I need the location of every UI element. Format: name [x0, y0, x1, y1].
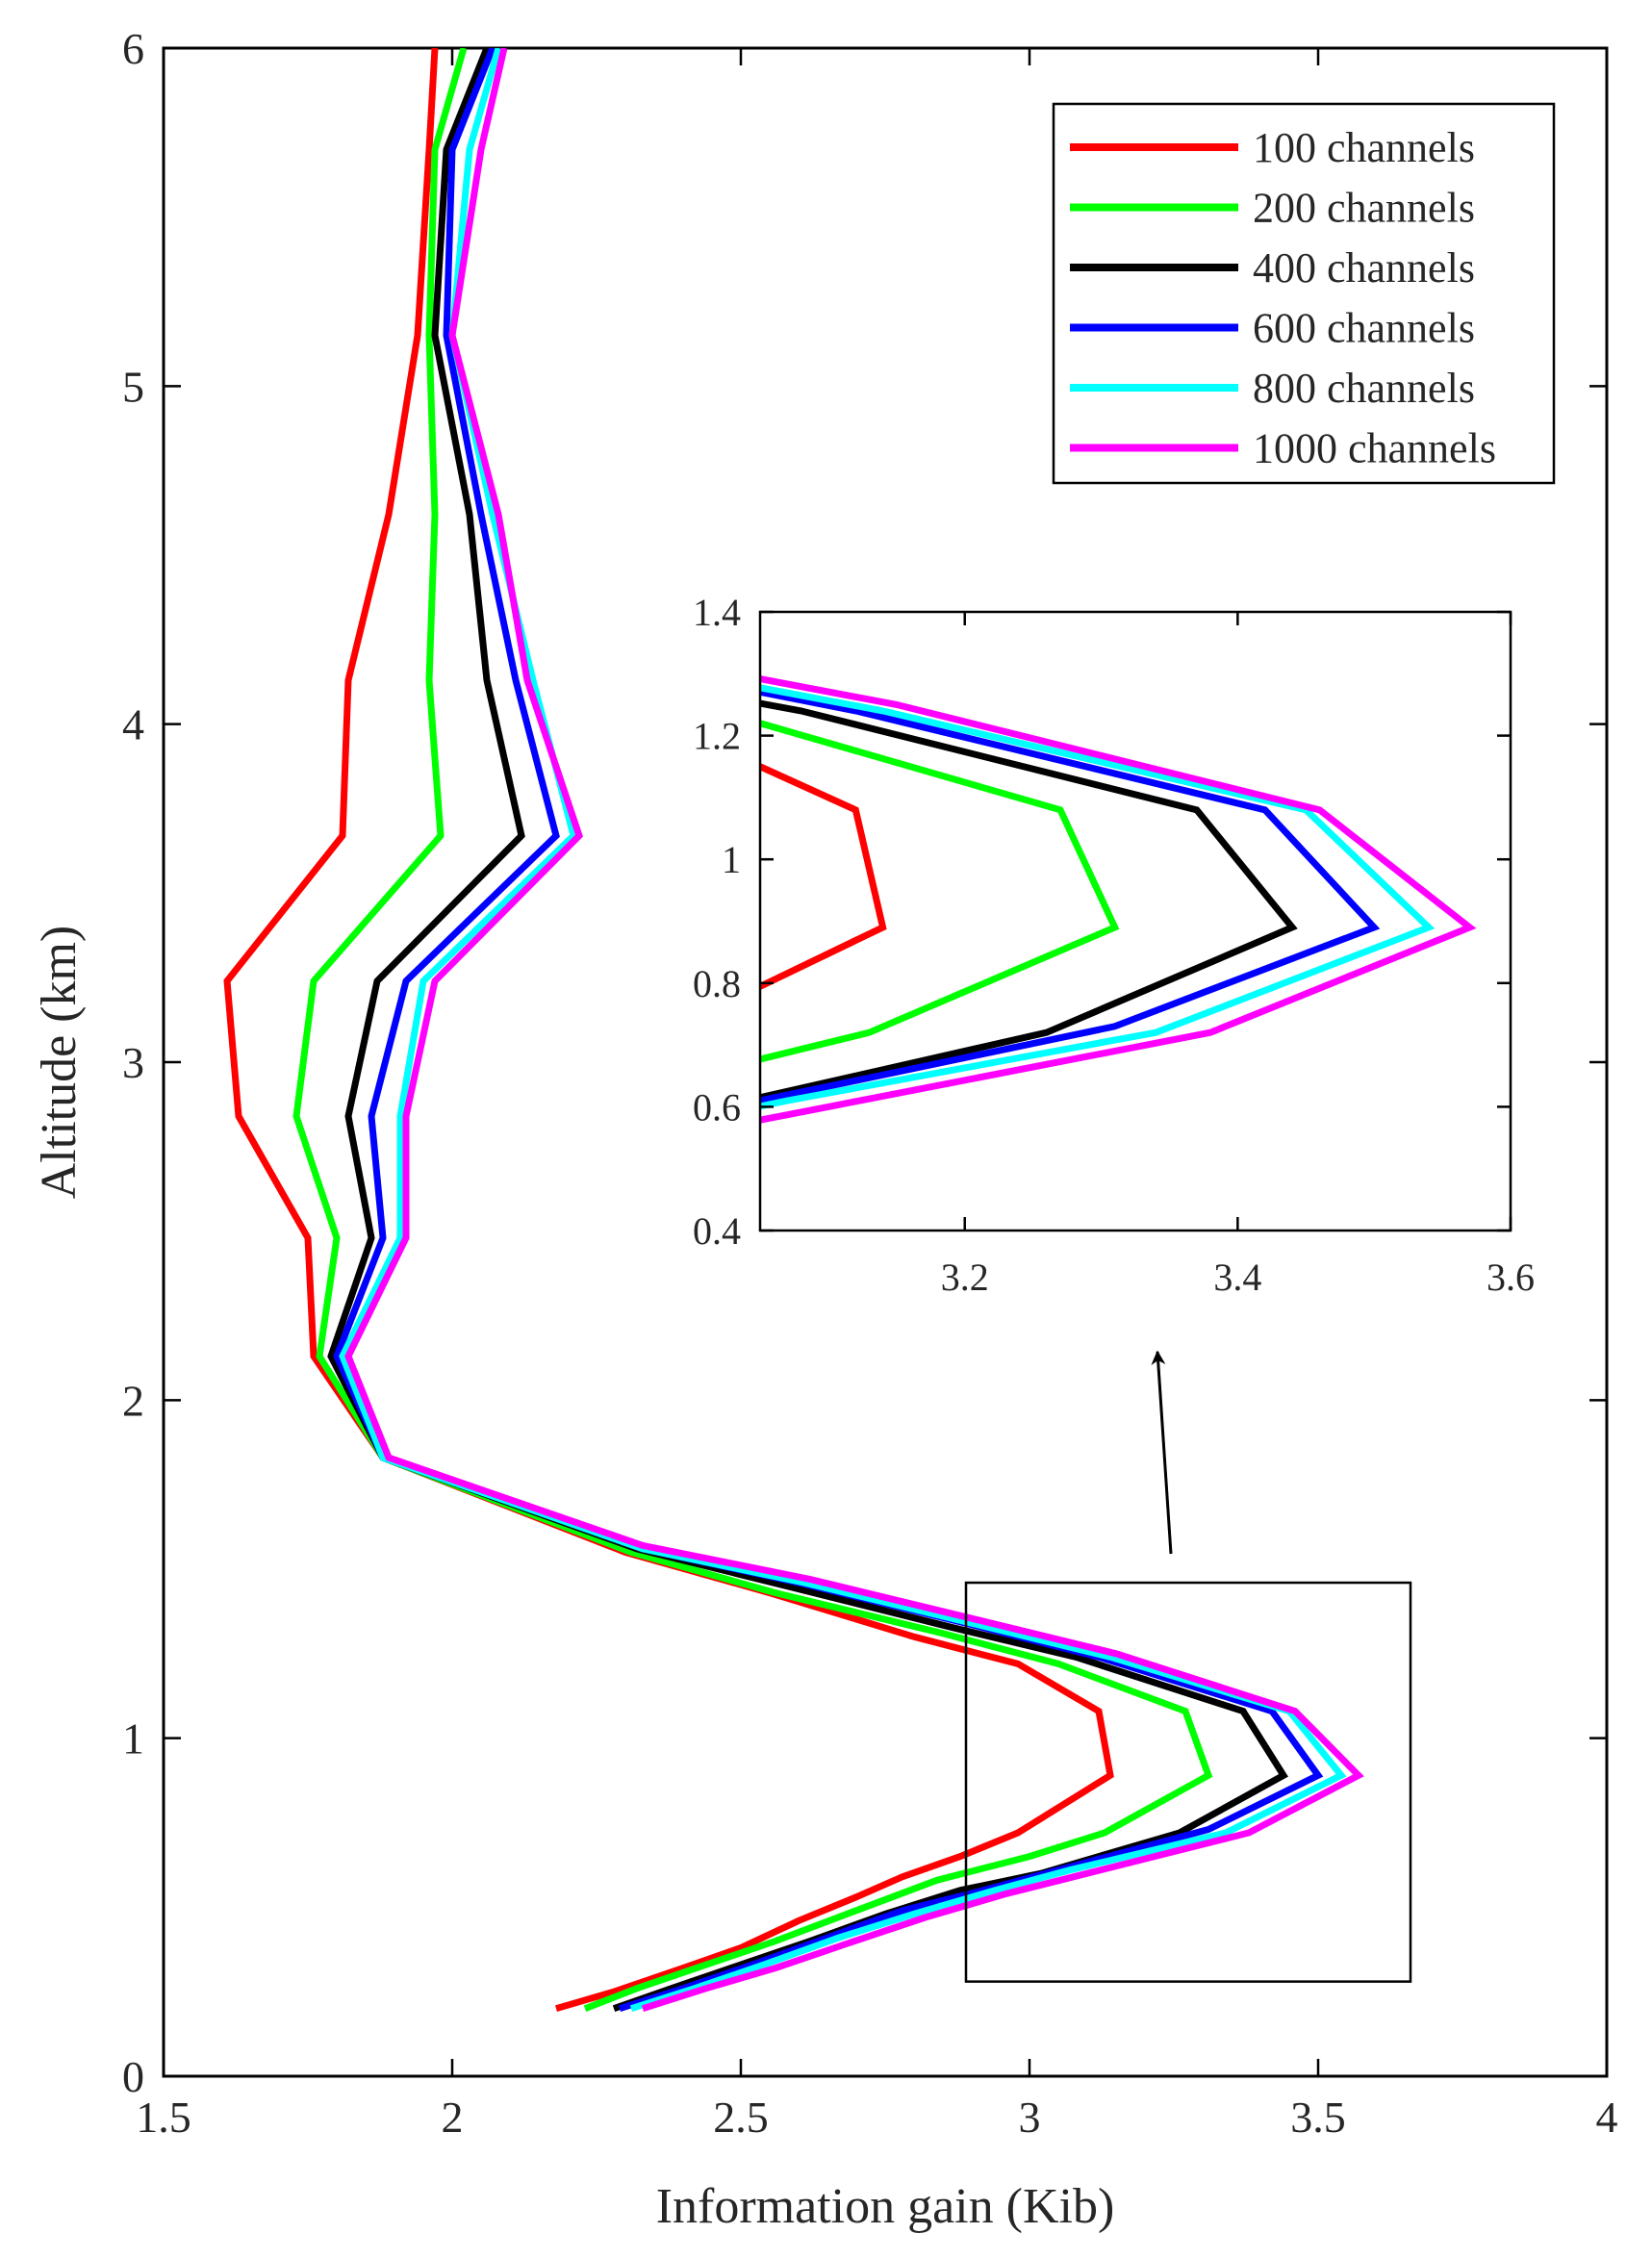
inset-plot: 3.2 3.4 3.6 0.4 0.6 0.8 1 1.2 1.4 [693, 591, 1535, 1299]
inset-y-tick-label: 0.4 [693, 1209, 741, 1253]
inset-background [760, 612, 1511, 1231]
y-tick-label: 3 [122, 1038, 144, 1087]
series-line-200-channels [292, 48, 1213, 2012]
inset-x-tick-label: 3.2 [941, 1256, 989, 1299]
x-tick-label: 3.5 [1290, 2093, 1346, 2142]
inset-ticks: 3.2 3.4 3.6 0.4 0.6 0.8 1 1.2 1.4 [693, 591, 1535, 1299]
inset-x-tick-label: 3.4 [1213, 1256, 1261, 1299]
legend-entry: 200 channels [1070, 185, 1475, 232]
legend-entry: 600 channels [1070, 305, 1475, 352]
x-tick-label: 1.5 [136, 2093, 191, 2142]
x-tick-label: 2 [442, 2093, 464, 2142]
y-tick-label: 2 [122, 1376, 144, 1425]
y-tick-label: 5 [122, 362, 144, 411]
inset-y-tick-label: 1.4 [693, 591, 741, 634]
x-tick-label: 2.5 [713, 2093, 769, 2142]
inset-y-tick-label: 0.6 [693, 1085, 741, 1129]
legend-label: 100 channels [1253, 124, 1475, 171]
main-plot: 1.5 2 2.5 3 3.5 4 0 1 2 3 4 5 6 Information gain (Ki… [32, 24, 1618, 2234]
legend: 100 channels 200 channels 400 channels 600 … [1052, 102, 1556, 485]
y-tick-label: 1 [122, 1714, 144, 1764]
y-tick-label: 6 [122, 24, 144, 73]
inset-axes-frame [758, 610, 1512, 1232]
main-ticks: 1.5 2 2.5 3 3.5 4 0 1 2 3 4 5 6 [122, 24, 1618, 2142]
y-axis-title: Altitude (km) [32, 926, 87, 1200]
inset-y-tick-label: 0.8 [693, 962, 741, 1005]
legend-label: 1000 channels [1253, 425, 1496, 472]
legend-entry: 1000 channels [1070, 425, 1496, 472]
legend-label: 400 channels [1253, 244, 1475, 292]
x-tick-label: 4 [1596, 2093, 1618, 2142]
inset-x-tick-label: 3.6 [1487, 1256, 1535, 1299]
legend-label: 800 channels [1253, 365, 1475, 412]
main-series [223, 48, 1364, 2013]
legend-label: 600 channels [1253, 305, 1475, 352]
y-tick-label: 4 [122, 700, 144, 749]
zoom-arrow [1151, 1350, 1173, 1555]
x-tick-label: 3 [1019, 2093, 1041, 2142]
series-line-100-channels [223, 48, 1114, 2013]
legend-box [1052, 102, 1556, 485]
legend-entry: 400 channels [1070, 244, 1475, 292]
legend-entry: 800 channels [1070, 365, 1475, 412]
x-axis-title: Information gain (Kib) [656, 2179, 1115, 2234]
legend-label: 200 channels [1253, 185, 1475, 232]
series-line-800-channels [339, 48, 1347, 2013]
zoom-box [964, 1581, 1412, 1983]
inset-y-tick-label: 1 [722, 838, 741, 881]
inset-y-tick-label: 1.2 [693, 715, 741, 758]
series-line-1000-channels [344, 48, 1364, 2013]
y-tick-label: 0 [122, 2052, 144, 2101]
legend-entry: 100 channels [1070, 124, 1475, 171]
